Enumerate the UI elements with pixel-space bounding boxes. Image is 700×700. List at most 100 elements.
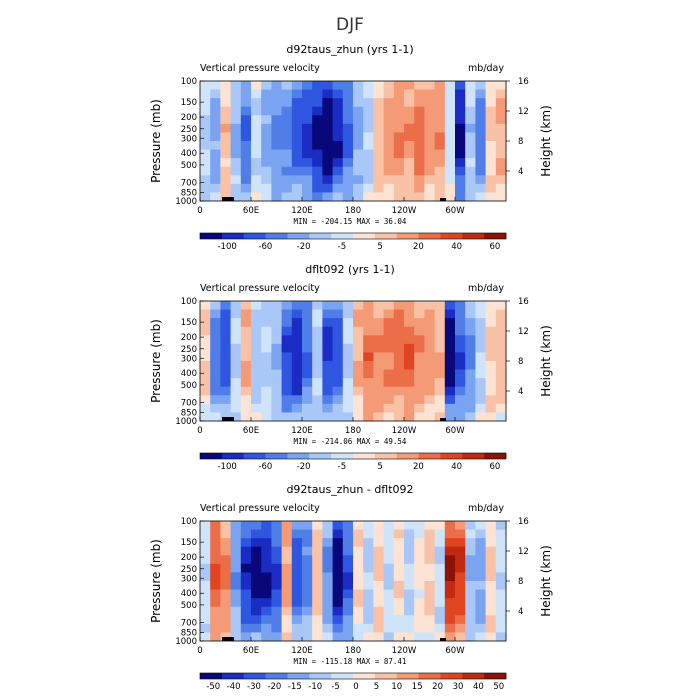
heatmap-cell: [251, 326, 262, 336]
colorbar-swatch: [200, 233, 223, 239]
heatmap-cell: [200, 395, 211, 405]
colorbar-label: 40: [473, 682, 484, 692]
heatmap-cell: [291, 192, 303, 202]
heatmap-cell: [200, 123, 211, 133]
heatmap-cell: [373, 521, 384, 530]
heatmap-cell: [200, 149, 211, 159]
heatmap-cell: [353, 335, 364, 345]
heatmap-cell: [240, 615, 252, 625]
heatmap-cell: [475, 343, 486, 353]
heatmap-cell: [485, 149, 497, 159]
heatmap-cell: [342, 326, 354, 336]
heatmap-cell: [342, 335, 354, 345]
heatmap-cell: [404, 632, 415, 642]
x-tick-label: 60W: [445, 426, 465, 436]
heatmap-cell: [240, 343, 252, 353]
heatmap-cell: [465, 166, 476, 176]
heatmap-cell: [302, 326, 313, 336]
heatmap-cell: [312, 623, 323, 633]
heatmap-cell: [230, 589, 242, 599]
heatmap-cell: [312, 158, 323, 168]
heatmap-cell: [332, 149, 344, 159]
heatmap-cell: [393, 529, 405, 539]
heatmap-cell: [261, 318, 272, 328]
heatmap-cell: [312, 563, 323, 573]
heatmap-cell: [485, 115, 497, 125]
heatmap-cell: [240, 132, 252, 142]
heatmap-cell: [230, 521, 242, 530]
heatmap-cell: [495, 183, 507, 193]
heatmap-cell: [373, 606, 384, 616]
colorbar-label: -15: [288, 682, 302, 692]
heatmap-cell: [414, 606, 425, 616]
heatmap-cell: [230, 606, 242, 616]
heatmap-cell: [444, 123, 456, 133]
heatmap-cell: [455, 529, 466, 539]
heatmap-cell: [271, 192, 282, 202]
heatmap-cell: [424, 123, 435, 133]
heatmap-cell: [220, 149, 231, 159]
heatmap-cell: [444, 589, 456, 599]
heatmap-cell: [240, 309, 252, 319]
heatmap-cell: [414, 615, 425, 625]
heatmap-cell: [200, 115, 211, 125]
heatmap-cell: [363, 386, 374, 396]
heatmap-cell: [281, 192, 293, 202]
heatmap-cell: [220, 183, 231, 193]
heatmap-cell: [200, 563, 211, 573]
heatmap-cell: [363, 192, 374, 202]
min-max-stats: MIN = -214.06 MAX = 49.54: [294, 437, 407, 446]
heatmap-cell: [342, 378, 354, 388]
heatmap-cell: [240, 361, 252, 370]
heatmap-cell: [210, 335, 221, 345]
heatmap-cell: [312, 318, 323, 328]
heatmap-cell: [240, 183, 252, 193]
heatmap-cell: [495, 521, 507, 530]
heatmap-cell: [465, 123, 476, 133]
heatmap-cell: [332, 369, 344, 379]
x-tick-label: 120W: [392, 206, 417, 216]
heatmap-cell: [281, 141, 293, 150]
heatmap-cell: [414, 598, 425, 608]
heatmap-cell: [383, 412, 395, 422]
heatmap-cell: [485, 166, 497, 176]
heatmap-cell: [434, 403, 446, 413]
heatmap-cell: [332, 141, 344, 150]
heatmap-cell: [444, 623, 456, 633]
y-tick-label: 500: [181, 601, 197, 611]
heatmap-cell: [332, 581, 344, 590]
heatmap-cell: [322, 521, 333, 530]
heatmap-cell: [444, 343, 456, 353]
heatmap-cell: [404, 301, 415, 310]
heatmap-cell: [404, 361, 415, 370]
heatmap-cell: [342, 301, 354, 310]
heatmap-cell: [383, 123, 395, 133]
heatmap-cell: [261, 335, 272, 345]
heatmap-cell: [261, 632, 272, 642]
panel-right-string: mb/day: [468, 503, 504, 514]
heatmap-cell: [210, 361, 221, 370]
heatmap-cell: [271, 521, 282, 530]
heatmap-cell: [414, 632, 425, 642]
heatmap-cell: [302, 141, 313, 150]
heatmap-cell: [404, 326, 415, 336]
heatmap-cell: [200, 81, 211, 90]
heatmap-cell: [271, 395, 282, 405]
heatmap-cell: [434, 175, 446, 185]
heatmap-cell: [373, 395, 384, 405]
heatmap-cell: [291, 309, 303, 319]
heatmap-cell: [414, 175, 425, 185]
heatmap-cell: [455, 343, 466, 353]
heatmap-cell: [240, 572, 252, 582]
heatmap-cell: [332, 546, 344, 556]
heatmap-cell: [332, 166, 344, 176]
colorbar-swatch: [396, 453, 419, 459]
heatmap-cell: [485, 403, 497, 413]
heatmap-cell: [444, 555, 456, 565]
heatmap-cell: [210, 546, 221, 556]
heatmap-cell: [261, 301, 272, 310]
heatmap-cell: [495, 598, 507, 608]
heatmap-cell: [353, 378, 364, 388]
y-tick-label: 1000: [175, 197, 197, 207]
